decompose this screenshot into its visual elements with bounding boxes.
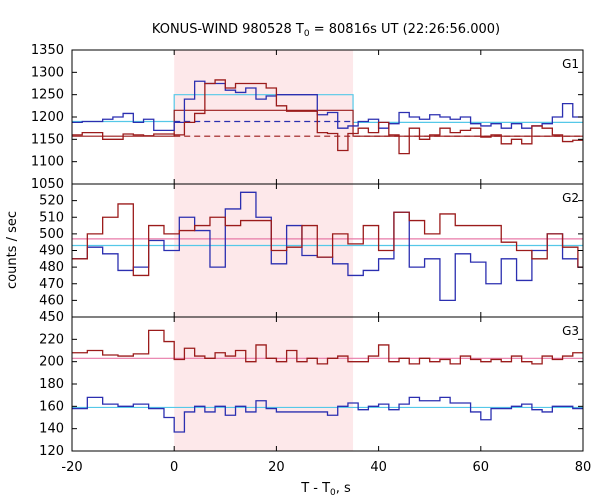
y-tick-label: 160 [39,399,64,414]
y-tick-label: 180 [39,377,64,392]
y-tick-label: 470 [39,277,64,292]
step-series-blue [72,191,583,302]
step-series-blue [72,396,583,433]
y-tick-label: 480 [39,260,64,275]
y-tick-label: 1350 [31,43,64,58]
y-tick-label: 140 [39,422,64,437]
y-tick-label: 120 [39,444,64,459]
y-tick-label: 200 [39,355,64,370]
panel-label-g2: G2 [562,191,579,205]
background-fit-line [72,109,583,137]
y-tick-label: 450 [39,310,64,325]
background-fit-line [72,94,583,123]
y-tick-label: 500 [39,227,64,242]
y-tick-label: 1250 [31,88,64,103]
step-series-red [72,329,583,365]
step-series-red [72,203,583,277]
panel-label-g3: G3 [562,324,579,338]
y-tick-label: 1300 [31,65,64,80]
y-tick-label: 1200 [31,110,64,125]
x-tick-label: 0 [170,460,178,475]
y-tick-label: 220 [39,332,64,347]
panel-g3 [72,329,583,433]
y-tick-label: 490 [39,244,64,259]
y-tick-label: 510 [39,210,64,225]
panel-label-g1: G1 [562,57,579,71]
step-series-blue [72,80,583,132]
x-tick-label: 20 [268,460,285,475]
y-tick-label: 1050 [31,177,64,192]
highlight-interval-shading [174,50,354,451]
x-tick-label: 60 [473,460,490,475]
chart-title: KONUS-WIND 980528 T0 = 80816s UT (22:26:… [152,22,500,39]
y-tick-label: 1100 [31,155,64,170]
x-tick-label: 40 [370,460,387,475]
panel-frame [71,316,584,452]
panel-g1 [72,79,583,155]
x-tick-label: -20 [61,460,82,475]
y-tick-label: 460 [39,293,64,308]
plot-area: 1050110011501200125013001350G14504604704… [31,43,591,475]
y-tick-label: 520 [39,194,64,209]
y-tick-label: 1150 [31,132,64,147]
x-axis-label: T - T0, s [300,481,351,498]
step-series-red [72,79,583,155]
y-axis-label: counts / sec [5,211,20,289]
panel-g2 [72,191,583,302]
x-tick-label: 80 [575,460,592,475]
